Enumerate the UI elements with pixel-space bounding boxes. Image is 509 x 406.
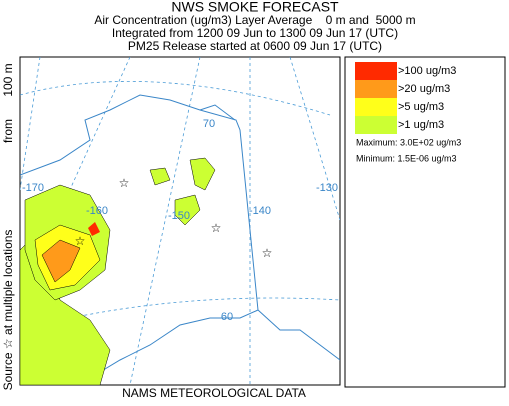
- source-star: ☆: [262, 246, 273, 260]
- grid-line: [20, 57, 41, 191]
- side-label: Source ☆ at multiple locations: [1, 230, 15, 391]
- grid-label: -170: [22, 182, 44, 194]
- title: NWS SMOKE FORECAST: [171, 0, 339, 15]
- legend-swatch: [355, 80, 397, 98]
- legend-maximum: Maximum: 3.0E+02 ug/m3: [356, 137, 461, 147]
- legend-swatch: [355, 62, 397, 80]
- legend-label: >1 ug/m3: [398, 119, 444, 131]
- grid-label: -160: [86, 205, 108, 217]
- coastline: [199, 104, 236, 121]
- legend-swatch: [355, 116, 397, 134]
- grid-line: [129, 57, 201, 385]
- legend-swatch: [355, 98, 397, 116]
- smoke-area: [149, 167, 171, 186]
- legend-minimum: Minimum: 1.5E-06 ug/m3: [356, 153, 457, 163]
- smoke-area: [189, 157, 216, 191]
- legend-label: >100 ug/m3: [398, 65, 456, 77]
- smoke-area: [41, 239, 81, 283]
- grid-label: -130: [316, 182, 338, 194]
- source-star: ☆: [119, 176, 130, 190]
- header-line: Integrated from 1200 09 Jun to 1300 09 J…: [112, 26, 398, 40]
- footer: NAMS METEOROLOGICAL DATA: [122, 386, 306, 400]
- source-star: ☆: [75, 234, 86, 248]
- legend-label: >20 ug/m3: [398, 83, 450, 95]
- side-label: 100 m: [1, 63, 15, 96]
- smoke-area: [88, 222, 100, 236]
- grid-line: [289, 57, 340, 221]
- smoke-area: [174, 194, 201, 226]
- grid-label: 60: [221, 311, 233, 323]
- legend-label: >5 ug/m3: [398, 101, 444, 113]
- source-star: ☆: [211, 221, 222, 235]
- grid-line: [20, 297, 340, 331]
- grid-label: 70: [203, 118, 215, 130]
- grid-label: -140: [249, 205, 271, 217]
- legend: >100 ug/m3 >20 ug/m3 >5 ug/m3 >1 ug/m3: [355, 62, 456, 134]
- map: ☆ ☆ ☆ ☆ 70 -170 -160 -150 -140 -130 60: [19, 56, 341, 386]
- header-line: PM25 Release started at 0600 09 Jun 17 (…: [128, 39, 382, 53]
- side-label: from: [1, 119, 15, 143]
- grid-label: -150: [168, 210, 190, 222]
- header-line: Air Concentration (ug/m3) Layer Average …: [94, 13, 415, 27]
